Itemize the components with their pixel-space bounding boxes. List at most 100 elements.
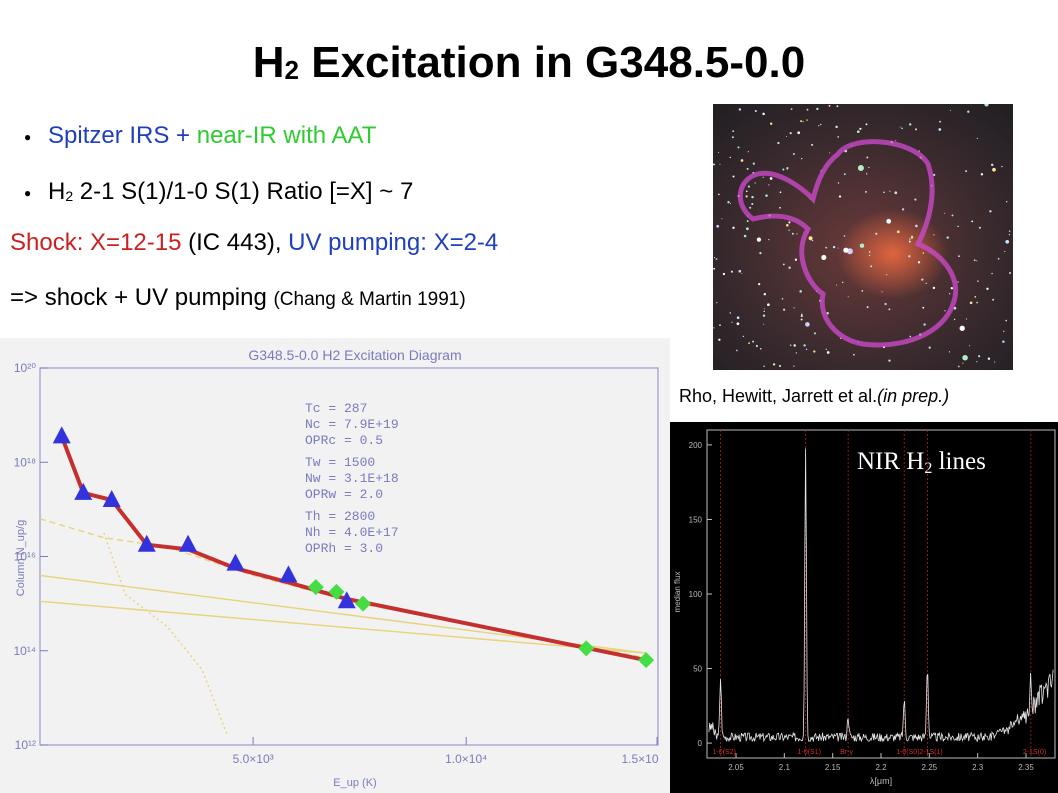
star: [790, 108, 793, 110]
star: [716, 224, 720, 228]
star: [948, 351, 951, 353]
star: [806, 119, 808, 121]
star: [800, 314, 803, 318]
star: [760, 348, 762, 350]
triangle-point: [279, 565, 298, 583]
star: [763, 293, 766, 296]
y-tick-label: 10¹⁸: [14, 455, 36, 469]
bullet-spitzer: ● Spitzer IRS + near-IR with AAT: [24, 122, 376, 150]
star: [746, 220, 749, 223]
nir-title: NIR H2 lines: [857, 448, 986, 477]
star: [729, 202, 732, 205]
y-tick-label: 200: [689, 441, 703, 450]
star: [866, 156, 869, 159]
line-label: Br-γ: [840, 749, 853, 756]
star: [818, 125, 820, 127]
line-label: 1-0(S2): [713, 749, 736, 756]
star: [932, 286, 936, 290]
star: [865, 191, 867, 193]
star: [821, 254, 827, 260]
annotation-line: Th = 2800: [305, 509, 375, 524]
annotation-line: OPRc = 0.5: [305, 433, 383, 448]
star: [716, 301, 718, 304]
star: [756, 237, 762, 242]
star: [971, 220, 974, 223]
star: [755, 344, 758, 348]
star: [758, 283, 761, 286]
star: [870, 265, 873, 268]
star: [853, 353, 855, 356]
star: [737, 146, 740, 149]
star: [918, 150, 920, 152]
model-component-line: [39, 600, 647, 654]
star: [837, 247, 839, 249]
star: [754, 109, 757, 113]
nir-xlabel: λ[μm]: [870, 776, 892, 786]
star: [868, 251, 871, 253]
star: [729, 156, 731, 159]
star: [825, 348, 827, 351]
star: [976, 260, 978, 262]
star: [767, 303, 770, 307]
star: [965, 170, 968, 173]
exc-title: G348.5-0.0 H2 Excitation Diagram: [248, 347, 461, 363]
conclusion-main: => shock + UV pumping: [10, 284, 274, 311]
star: [888, 359, 891, 362]
star: [865, 173, 868, 175]
star: [1004, 251, 1006, 253]
exc-ylabel: Column N_up/g: [15, 520, 27, 596]
shock-line: Shock: X=12-15 (IC 443), UV pumping: X=2…: [10, 229, 498, 257]
nir-ylabel: median flux: [673, 572, 682, 613]
x-tick-label: 1.0×10⁴: [445, 752, 487, 766]
ic443-label: (IC 443),: [181, 229, 289, 256]
star: [948, 293, 951, 295]
star: [888, 308, 891, 311]
star: [789, 344, 792, 347]
x-tick-label: 1.5×10: [621, 752, 658, 766]
star: [713, 267, 716, 270]
star: [978, 355, 981, 358]
star: [777, 141, 780, 145]
star: [731, 321, 733, 323]
x-tick-label: 2.1: [779, 763, 791, 772]
star: [894, 191, 898, 195]
star: [974, 296, 977, 298]
star: [896, 230, 900, 234]
star: [899, 126, 901, 128]
star: [752, 340, 755, 343]
conclusion-ref: (Chang & Martin 1991): [273, 289, 466, 310]
star: [772, 363, 776, 366]
star: [797, 131, 801, 135]
star: [747, 151, 749, 153]
star: [732, 226, 735, 230]
star: [793, 365, 795, 367]
star: [984, 104, 989, 107]
star: [786, 224, 789, 227]
star: [895, 140, 897, 142]
x-tick-label: 2.05: [728, 763, 744, 772]
star: [933, 173, 936, 177]
star: [826, 351, 830, 354]
star: [783, 308, 786, 311]
annotation-line: Nw = 3.1E+18: [305, 471, 399, 486]
star: [959, 325, 965, 331]
star: [938, 128, 942, 131]
line-label: 1-0(S0): [896, 749, 919, 756]
star: [732, 130, 735, 133]
triangle-point: [74, 482, 93, 500]
annotation-line: Nc = 7.9E+19: [305, 417, 399, 432]
star: [915, 224, 918, 228]
bullet2-part1: H: [48, 178, 66, 205]
star: [914, 198, 917, 201]
star: [843, 235, 846, 237]
star: [803, 344, 806, 347]
star: [769, 177, 773, 180]
y-tick-label: 100: [689, 590, 703, 599]
bullet-dot-icon: ●: [24, 129, 32, 144]
line-label: 2-1S(0): [1023, 749, 1046, 756]
star: [752, 162, 755, 165]
diamond-point: [355, 595, 372, 612]
star: [925, 282, 927, 284]
title-rest: Excitation in G348.5-0.0: [299, 38, 806, 87]
y-tick-label: 10²⁰: [14, 361, 36, 375]
